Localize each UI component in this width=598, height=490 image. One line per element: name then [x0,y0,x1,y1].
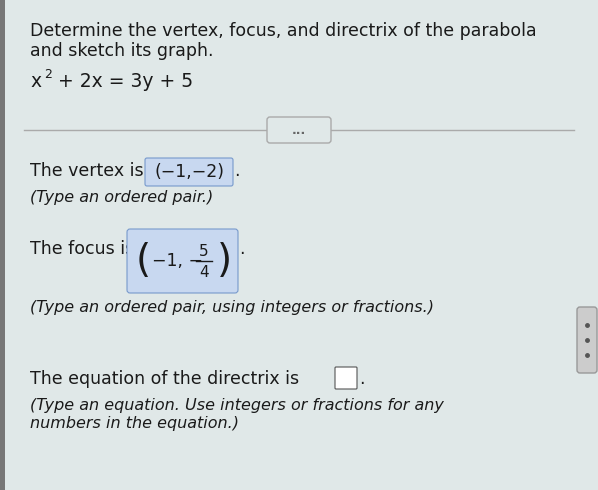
Text: The equation of the directrix is: The equation of the directrix is [30,370,304,388]
Text: .: . [359,370,365,388]
FancyBboxPatch shape [0,0,5,490]
Text: (Type an ordered pair, using integers or fractions.): (Type an ordered pair, using integers or… [30,300,434,315]
FancyBboxPatch shape [267,117,331,143]
Text: −1, −: −1, − [152,252,203,270]
Text: + 2x = 3y + 5: + 2x = 3y + 5 [52,72,193,91]
Text: Determine the vertex, focus, and directrix of the parabola: Determine the vertex, focus, and directr… [30,22,536,40]
FancyBboxPatch shape [335,367,357,389]
Text: The focus is: The focus is [30,240,140,258]
Text: (Type an ordered pair.): (Type an ordered pair.) [30,190,213,205]
Text: (−1,−2): (−1,−2) [154,163,224,181]
Text: .: . [239,240,245,258]
Text: (Type an equation. Use integers or fractions for any: (Type an equation. Use integers or fract… [30,398,444,413]
Text: 4: 4 [199,265,209,279]
Text: numbers in the equation.): numbers in the equation.) [30,416,239,431]
FancyBboxPatch shape [145,158,233,186]
Text: x: x [30,72,41,91]
FancyBboxPatch shape [127,229,238,293]
Text: 2: 2 [44,68,52,81]
Text: and sketch its graph.: and sketch its graph. [30,42,213,60]
Text: (: ( [136,242,151,280]
Text: .: . [234,162,240,180]
Text: The vertex is: The vertex is [30,162,149,180]
FancyBboxPatch shape [577,307,597,373]
Text: 5: 5 [199,244,209,259]
Text: ): ) [217,242,232,280]
Text: ...: ... [292,123,306,137]
